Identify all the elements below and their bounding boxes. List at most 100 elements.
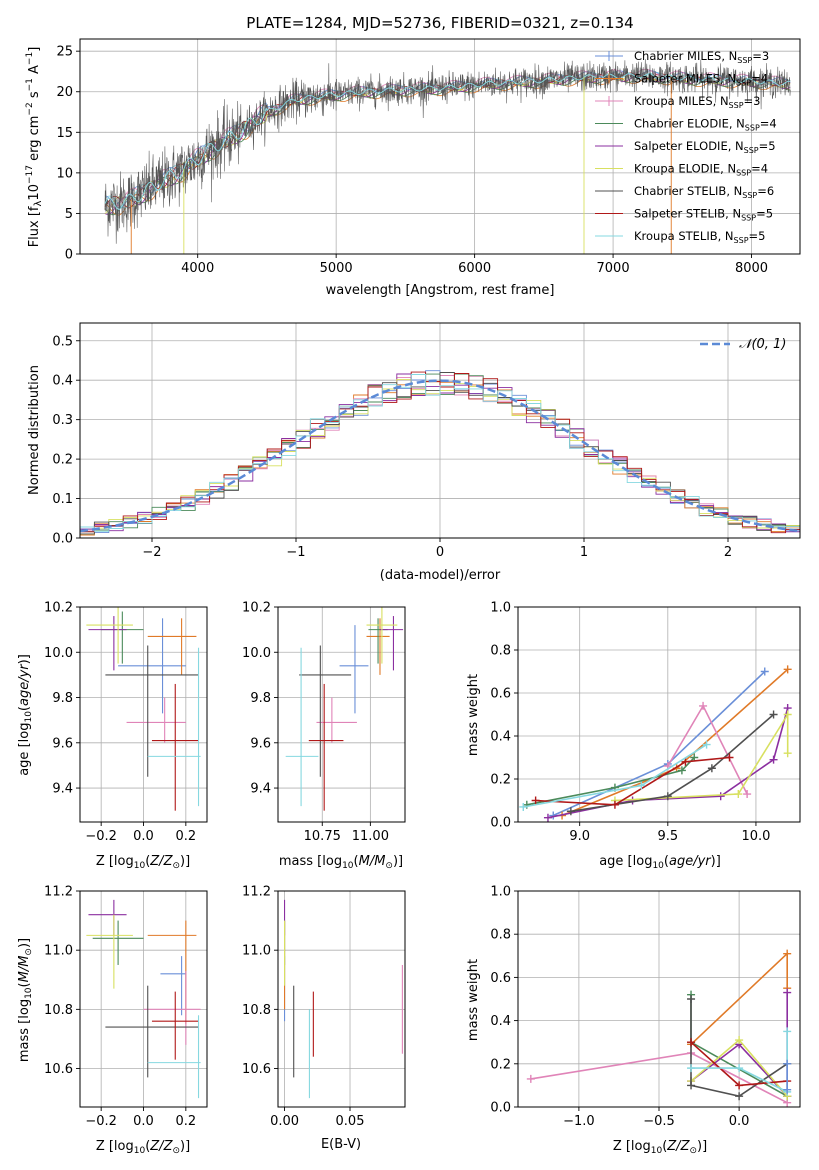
panel5-marker-7-1: [610, 800, 619, 809]
panel6-grid: [80, 890, 207, 1107]
histogram-xtick-label-4: 2: [724, 545, 732, 560]
panel7-ytick-label-3: 11.2: [242, 885, 271, 900]
panel6-ylabel: mass [log10(M/M⊙)]: [17, 938, 34, 1062]
panel7-ytick-label-0: 10.6: [242, 1062, 271, 1077]
panel5-marker-7-2: [681, 757, 690, 766]
panel5-marker-5-3: [783, 749, 792, 758]
panel5-marker-8-0: [519, 802, 528, 811]
panel4-frame: [277, 606, 406, 823]
panel4-xtick-label-1: 10.75: [304, 829, 341, 844]
spectrum-xlabel: wavelength [Angstrom, rest frame]: [326, 283, 555, 298]
panel3-ytick-label-0: 9.4: [52, 782, 73, 797]
data-spectrum-line: [104, 59, 791, 244]
panel7-frame: [277, 890, 406, 1108]
panel5-marker-5-2: [783, 710, 792, 719]
panel5-xtick-label-2: 10.0: [741, 829, 770, 844]
panel3-ytick-label-4: 10.2: [44, 601, 73, 616]
panel3-ytick-label-2: 9.8: [52, 691, 73, 706]
panel5-marker-4-3: [769, 755, 778, 764]
panel7-grid: [278, 890, 405, 1107]
panel5-xtick-label-0: 9.0: [569, 829, 590, 844]
panel5-marker-6-2: [707, 764, 716, 773]
histogram-ytick-label-5: 0.5: [52, 334, 73, 349]
panel8-marker-4-1: [735, 1036, 744, 1045]
histogram-ytick-label-4: 0.4: [52, 374, 73, 389]
panel3-points: [86, 607, 201, 811]
panel8-marker-0-1: [783, 949, 792, 958]
panel5-ylabel: mass weight: [466, 674, 481, 756]
spectrum-xtick-label-2: 6000: [458, 261, 491, 276]
legend-label-8: Kroupa STELIB, NSSP=5: [634, 229, 765, 245]
panel8-ylabel: mass weight: [466, 959, 481, 1041]
mass-weight-vs-metallicity-panel: Z [log10(Z/Z⊙)] mass weight −1.0 −0.5 0.0 0…: [466, 885, 801, 1156]
spectrum-ytick-label-3: 15: [56, 126, 73, 141]
panel5-line-5: [614, 711, 789, 802]
panel5-marker-8-1: [637, 781, 646, 790]
spectrum-lines: [104, 59, 791, 254]
panel5-marker-1-2: [783, 665, 792, 674]
panel6-frame: [79, 890, 208, 1108]
legend-label-6: Chabrier STELIB, NSSP=6: [634, 184, 774, 200]
histogram-ylabel: Normed distribution: [27, 365, 42, 495]
spectrum-legend: Chabrier MILES, NSSP=3 Salpeter MILES, NS…: [595, 49, 777, 245]
panel5-line-3: [526, 756, 695, 806]
histogram-xtick-label-3: 1: [580, 545, 588, 560]
histogram-ytick-label-1: 0.1: [52, 492, 73, 507]
panel4-ytick-label-2: 9.8: [250, 691, 271, 706]
histogram-xtick-label-2: 0: [436, 545, 444, 560]
panel5-marker-2-1: [699, 701, 708, 710]
legend-label-1: Salpeter MILES, NSSP=4: [634, 72, 768, 88]
histogram-xlabel: (data-model)/error: [380, 568, 501, 583]
panel8-series: [526, 949, 792, 1107]
panel5-line-6: [570, 713, 775, 813]
panel4-ytick-label-0: 9.4: [250, 782, 271, 797]
normal-curve: [80, 379, 798, 533]
panel4-xlabel: mass [log10(M/M⊙)]: [279, 854, 403, 871]
panel5-ytick-label-4: 0.8: [490, 644, 511, 659]
panel7-points: [283, 899, 403, 1099]
panel5-marker-7-3: [725, 753, 734, 762]
panel5-frame: [517, 606, 801, 823]
age-vs-metallicity-panel: Z [log10(Z/Z⊙)] age [log10(age/yr)] −0.2…: [17, 601, 208, 871]
panel6-ytick-label-2: 11.0: [44, 944, 73, 959]
spectrum-ytick-label-0: 0: [65, 248, 73, 263]
panel8-marker-1-0: [526, 1074, 535, 1083]
panel6-xlabel: Z [log10(Z/Z⊙)]: [96, 1139, 190, 1156]
panel5-marker-0-2: [760, 667, 769, 676]
panel5-line-7: [535, 756, 730, 806]
spectrum-xtick-label-4: 8000: [735, 261, 768, 276]
panel3-frame: [79, 606, 208, 823]
panel8-marker-6-1: [735, 1081, 744, 1090]
panel5-ytick-label-2: 0.4: [490, 730, 511, 745]
panel5-ytick-label-3: 0.6: [490, 687, 511, 702]
panel5-marker-4-0: [543, 813, 552, 822]
panel5-series: [519, 665, 792, 822]
panel6-xtick-label-2: 0.2: [175, 1114, 196, 1129]
panel3-ytick-label-3: 10.0: [44, 646, 73, 661]
panel3-xtick-label-0: −0.2: [85, 829, 117, 844]
panel5-marker-4-2: [716, 792, 725, 801]
legend-label-7: Salpeter STELIB, NSSP=5: [634, 207, 773, 223]
residual-histogram-panel: (data-model)/error Normed distribution −…: [27, 322, 801, 583]
panel4-ytick-label-4: 10.2: [242, 601, 271, 616]
panel8-xtick-label-1: −0.5: [643, 1114, 675, 1129]
panel8-ytick-label-3: 0.6: [490, 971, 511, 986]
panel8-ytick-label-5: 1.0: [490, 885, 511, 900]
panel5-marker-6-0: [566, 807, 575, 816]
panel3-xtick-label-1: 0.0: [133, 829, 154, 844]
panel3-xtick-label-2: 0.2: [175, 829, 196, 844]
panel8-xtick-label-0: −1.0: [563, 1114, 595, 1129]
spectrum-panel: PLATE=1284, MJD=52736, FIBERID=0321, z=0…: [25, 14, 801, 298]
panel8-ytick-label-4: 0.8: [490, 928, 511, 943]
panel8-marker-7-1: [735, 1064, 744, 1073]
panel5-ytick-label-1: 0.2: [490, 773, 511, 788]
histogram-xtick-label-1: −1: [286, 545, 305, 560]
spectrum-xtick-label-3: 7000: [597, 261, 630, 276]
panel5-marker-8-2: [702, 740, 711, 749]
panel5-ytick-label-5: 1.0: [490, 601, 511, 616]
panel8-marker-5-1: [687, 1081, 696, 1090]
histogram-frame: [79, 322, 801, 539]
panel4-ytick-label-1: 9.6: [250, 736, 271, 751]
spectrum-ytick-label-5: 25: [56, 45, 73, 60]
